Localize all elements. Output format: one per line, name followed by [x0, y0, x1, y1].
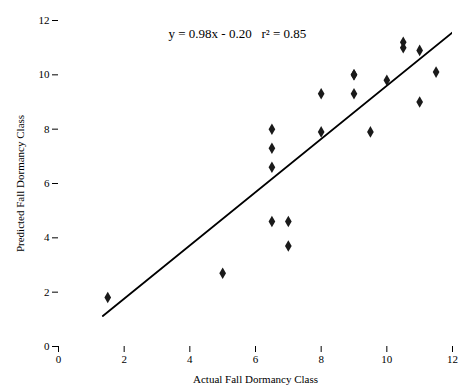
svg-text:0: 0 — [56, 353, 62, 365]
svg-text:8: 8 — [44, 123, 50, 135]
svg-text:2: 2 — [121, 353, 127, 365]
svg-text:12: 12 — [447, 353, 458, 365]
svg-text:8: 8 — [318, 353, 324, 365]
svg-text:12: 12 — [39, 14, 50, 26]
svg-text:10: 10 — [39, 68, 51, 80]
svg-text:2: 2 — [44, 286, 50, 298]
svg-text:10: 10 — [381, 353, 393, 365]
svg-text:4: 4 — [187, 353, 193, 365]
svg-text:Actual Fall Dormancy Class: Actual Fall Dormancy Class — [193, 373, 318, 385]
svg-text:Predicted Fall Dormancy Class: Predicted Fall Dormancy Class — [14, 115, 26, 252]
svg-text:y = 0.98x - 0.20 r² = 0.85: y = 0.98x - 0.20 r² = 0.85 — [169, 26, 307, 41]
svg-text:6: 6 — [44, 177, 50, 189]
svg-text:6: 6 — [253, 353, 259, 365]
svg-text:0: 0 — [44, 340, 50, 352]
svg-text:4: 4 — [44, 231, 50, 243]
